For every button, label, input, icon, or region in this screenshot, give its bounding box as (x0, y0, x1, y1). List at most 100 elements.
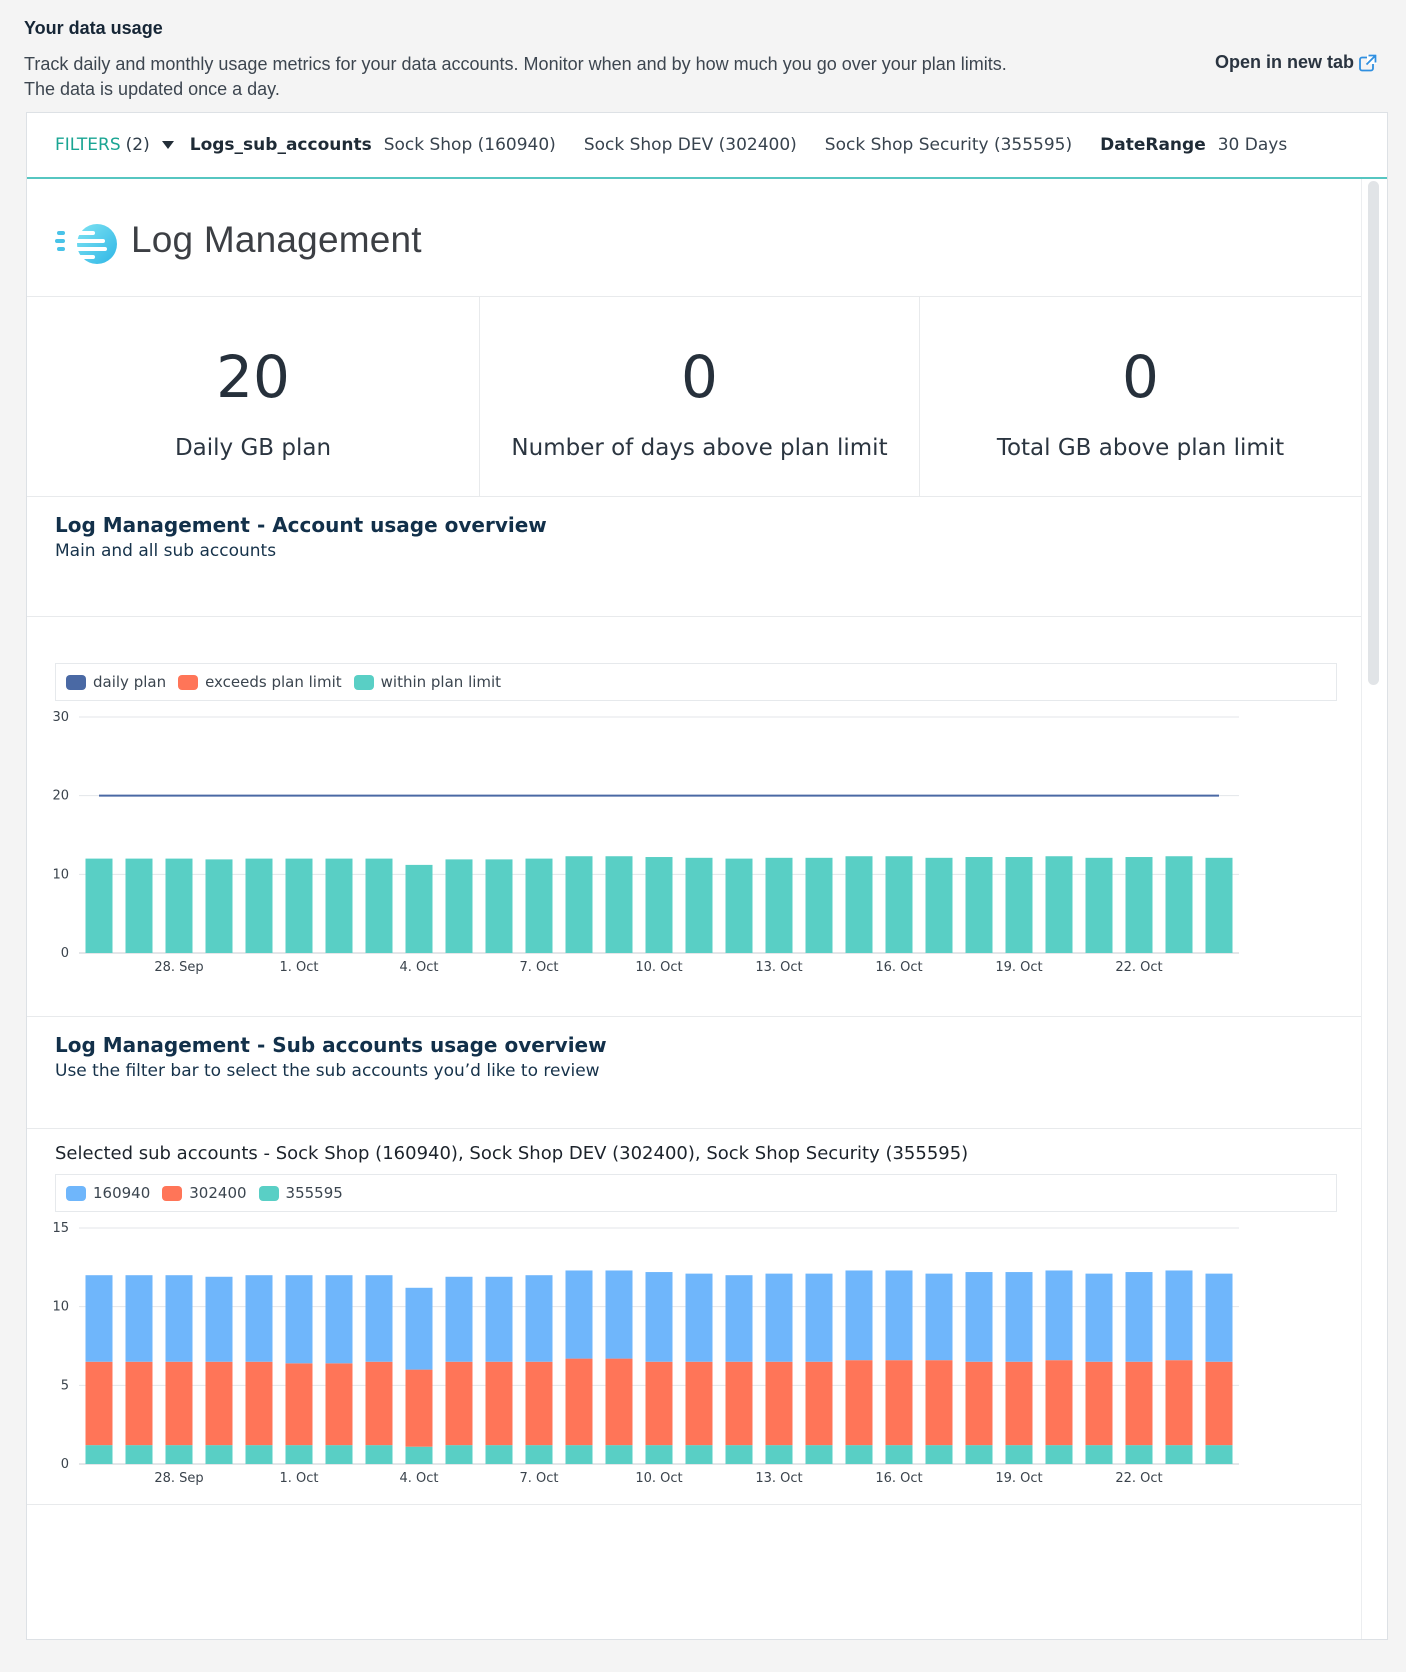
sub-accounts-chart: Selected sub accounts - Sock Shop (16094… (27, 1129, 1361, 1505)
bar-segment (765, 1273, 793, 1362)
bar-segment (565, 1270, 593, 1359)
overview-section-header: Log Management - Account usage overview … (27, 497, 1361, 617)
bar-segment (365, 1361, 393, 1446)
kpi-label: Total GB above plan limit (996, 435, 1285, 461)
kpi-row: 20 Daily GB plan 0 Number of days above … (27, 297, 1361, 497)
bar-segment (445, 1276, 473, 1362)
open-in-new-tab-link[interactable]: Open in new tab (1215, 52, 1378, 73)
x-tick-label: 10. Oct (635, 1471, 682, 1486)
x-tick-label: 1. Oct (279, 1471, 318, 1486)
bar-segment (125, 1445, 153, 1464)
bar-segment (1125, 1272, 1153, 1362)
bar-segment (1045, 1445, 1073, 1464)
x-tick-label: 22. Oct (1115, 960, 1162, 975)
bar-segment (725, 858, 753, 953)
filter-key-accounts[interactable]: Logs_sub_accounts (189, 135, 372, 155)
x-tick-label: 19. Oct (995, 960, 1042, 975)
brand-name: Log Management (131, 219, 422, 260)
legend-item-exceeds[interactable]: exceeds plan limit (178, 673, 342, 691)
bar-segment (725, 1275, 753, 1362)
bar-segment (925, 1445, 953, 1464)
bar-segment (245, 1445, 273, 1464)
bar-segment (325, 858, 353, 953)
bar-segment (805, 857, 833, 953)
legend-swatch (66, 674, 86, 690)
log-management-logo-icon (55, 224, 117, 264)
bar-segment (205, 1445, 233, 1464)
bar-segment (685, 1273, 713, 1362)
bar-segment (1165, 1270, 1193, 1361)
bar-segment (445, 1445, 473, 1464)
bar-segment (565, 856, 593, 953)
bar-segment (805, 1361, 833, 1446)
bar-segment (485, 1361, 513, 1446)
bar-segment (1005, 1272, 1033, 1362)
dashboard-body: Log Management 20 Daily GB plan 0 Number… (27, 179, 1361, 1639)
bar-segment (1085, 1361, 1113, 1446)
legend-label: 302400 (189, 1184, 247, 1202)
x-tick-label: 1. Oct (279, 960, 318, 975)
bar-segment (365, 858, 393, 953)
bar-segment (1085, 1273, 1113, 1362)
bar-segment (1045, 856, 1073, 953)
page-description: Track daily and monthly usage metrics fo… (24, 52, 1007, 102)
legend-item-355595[interactable]: 355595 (258, 1184, 343, 1202)
legend-item-daily-plan[interactable]: daily plan (66, 673, 166, 691)
bar-segment (485, 1445, 513, 1464)
open-in-new-tab-label: Open in new tab (1214, 52, 1354, 72)
scrollbar-thumb[interactable] (1368, 181, 1379, 685)
bar-segment (845, 856, 873, 953)
x-tick-label: 22. Oct (1115, 1471, 1162, 1486)
bar-segment (325, 1275, 353, 1364)
filter-value-daterange[interactable]: 30 Days (1217, 135, 1288, 155)
chart-title: Selected sub accounts - Sock Shop (16094… (55, 1143, 969, 1164)
caret-down-icon (161, 141, 174, 149)
chart-legend: 160940 302400 355595 (55, 1174, 1337, 1212)
bar-segment (645, 1361, 673, 1446)
filter-value-account[interactable]: Sock Shop DEV (302400) (583, 135, 797, 155)
bar-segment (1165, 1360, 1193, 1446)
section-subtitle: Main and all sub accounts (55, 541, 277, 561)
x-tick-label: 13. Oct (755, 1471, 802, 1486)
bar-segment (365, 1445, 393, 1464)
legend-swatch (162, 1185, 183, 1201)
x-tick-label: 16. Oct (875, 960, 922, 975)
page-header: Your data usage Track daily and monthly … (24, 16, 1384, 106)
filters-toggle[interactable]: FILTERS (2) (55, 135, 174, 155)
bar-segment (925, 857, 953, 953)
bar-segment (605, 1445, 633, 1464)
bar-segment (925, 1360, 953, 1446)
bar-segment (1205, 1361, 1233, 1446)
filter-key-daterange[interactable]: DateRange (1100, 135, 1206, 155)
kpi-value: 0 (1122, 343, 1159, 411)
bar-segment (165, 1361, 193, 1446)
bar-segment (85, 1275, 113, 1362)
filter-value-account[interactable]: Sock Shop (160940) (383, 135, 556, 155)
filters-label: FILTERS (55, 135, 121, 155)
legend-item-302400[interactable]: 302400 (162, 1184, 247, 1202)
x-tick-label: 10. Oct (635, 960, 682, 975)
bar-segment (885, 856, 913, 953)
bar-segment (245, 1361, 273, 1446)
y-tick-label: 20 (52, 789, 69, 804)
bar-segment (1125, 1445, 1153, 1464)
filter-value-account[interactable]: Sock Shop Security (355595) (824, 135, 1073, 155)
x-tick-label: 13. Oct (755, 960, 802, 975)
bar-segment (325, 1363, 353, 1446)
bar-segment (1205, 857, 1233, 953)
sub-accounts-section-header: Log Management - Sub accounts usage over… (27, 1017, 1361, 1129)
x-tick-label: 16. Oct (875, 1471, 922, 1486)
legend-item-within[interactable]: within plan limit (353, 673, 501, 691)
account-usage-plot: 0 10 20 30 28. Sep 1. Oct 4. Oct 7. Oct 10. Oct 1… (52, 710, 1239, 975)
legend-label: daily plan (93, 673, 167, 691)
vertical-scrollbar[interactable] (1361, 179, 1387, 1639)
bar-segment (725, 1361, 753, 1446)
chart-legend: daily plan exceeds plan limit within pla… (55, 663, 1337, 701)
legend-item-160940[interactable]: 160940 (66, 1184, 150, 1202)
bar-segment (405, 1287, 433, 1370)
kpi-value: 20 (216, 343, 290, 411)
bar-segment (765, 1361, 793, 1446)
bar-segment (485, 1276, 513, 1362)
bar-segment (165, 1445, 193, 1464)
bar-segment (1125, 857, 1153, 953)
